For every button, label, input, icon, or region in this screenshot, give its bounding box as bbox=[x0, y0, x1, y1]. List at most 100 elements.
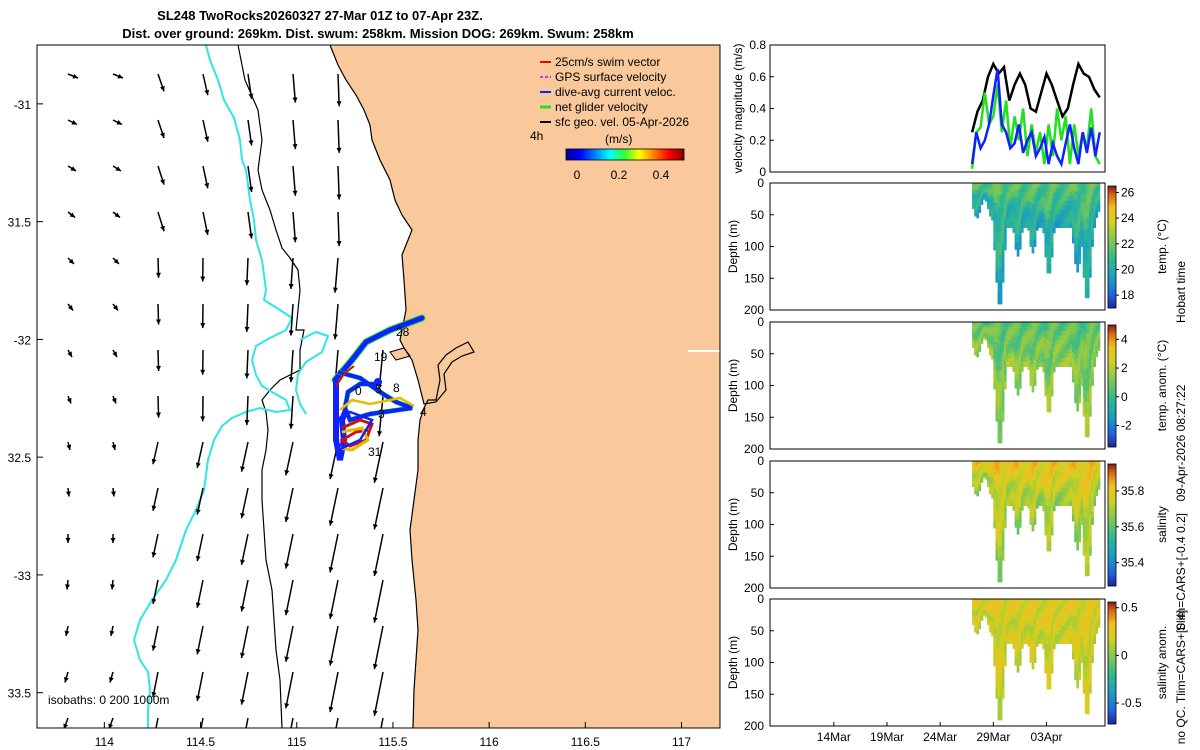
section-cell bbox=[1033, 618, 1037, 625]
section-cell bbox=[1018, 183, 1022, 191]
section-cell bbox=[993, 223, 996, 231]
section-cell bbox=[1050, 650, 1054, 659]
section-cell bbox=[976, 616, 979, 621]
section-cell bbox=[1048, 393, 1052, 404]
section-cell bbox=[972, 183, 975, 187]
section-cell bbox=[976, 193, 979, 198]
section-cell bbox=[989, 602, 992, 607]
section-cell bbox=[1078, 647, 1082, 656]
section-cell bbox=[1069, 634, 1073, 640]
section-cell bbox=[1065, 218, 1069, 224]
section-cell bbox=[1080, 379, 1084, 386]
section-cell bbox=[982, 194, 986, 197]
section-cell bbox=[1010, 330, 1013, 336]
section-cell bbox=[1059, 621, 1062, 627]
section-cell bbox=[1055, 322, 1058, 327]
section-cell bbox=[1006, 196, 1009, 202]
section-cell bbox=[982, 192, 986, 195]
section-cell bbox=[1029, 189, 1033, 197]
section-cell bbox=[1059, 465, 1062, 471]
section-cell bbox=[991, 347, 994, 353]
velocity-arrowhead bbox=[244, 326, 250, 332]
section-cell bbox=[1067, 465, 1071, 471]
section-cell bbox=[1063, 621, 1067, 627]
section-cell bbox=[1084, 286, 1088, 299]
section-cell bbox=[1052, 192, 1056, 199]
section-cell bbox=[993, 209, 996, 217]
section-cell bbox=[1025, 496, 1028, 502]
section-cell bbox=[1014, 374, 1018, 383]
section-cell bbox=[1040, 187, 1043, 193]
section-cell bbox=[1025, 196, 1028, 202]
section-cell bbox=[1014, 183, 1018, 191]
section-cell bbox=[1018, 632, 1022, 640]
section-cell bbox=[1052, 461, 1056, 467]
colorbar-tick-label: 0.5 bbox=[1121, 601, 1138, 615]
section-cell bbox=[1012, 480, 1016, 487]
section-cell bbox=[1038, 348, 1041, 354]
section-cell bbox=[1042, 341, 1045, 348]
section-cell bbox=[1074, 255, 1077, 265]
section-cell bbox=[1031, 245, 1035, 254]
section-cell bbox=[1093, 625, 1096, 631]
section-cell bbox=[1014, 348, 1018, 356]
section-cell bbox=[1095, 461, 1099, 465]
velocity-arrowhead bbox=[195, 555, 201, 562]
section-cell bbox=[1004, 355, 1007, 363]
section-cell bbox=[1012, 356, 1016, 362]
section-cell bbox=[1055, 223, 1058, 228]
section-cell bbox=[1046, 393, 1050, 404]
section-cell bbox=[1014, 487, 1018, 495]
section-cell bbox=[1044, 497, 1048, 506]
section-cell bbox=[1061, 205, 1065, 211]
section-cell bbox=[991, 329, 994, 334]
section-cell bbox=[980, 599, 984, 602]
section-cell bbox=[1012, 326, 1016, 333]
section-cell bbox=[993, 507, 996, 516]
section-cell bbox=[999, 461, 1003, 474]
section-cell bbox=[974, 467, 977, 472]
section-cell bbox=[1080, 208, 1084, 216]
section-cell bbox=[1008, 616, 1011, 622]
section-cell bbox=[1023, 625, 1026, 631]
section-cell bbox=[987, 468, 990, 472]
section-cell bbox=[1031, 626, 1035, 635]
section-cell bbox=[1082, 387, 1086, 398]
section-cell bbox=[1097, 621, 1101, 625]
section-cell bbox=[1025, 223, 1028, 228]
section-cell bbox=[1040, 326, 1043, 332]
section-cell bbox=[1082, 664, 1086, 675]
section-cell bbox=[1016, 241, 1020, 250]
section-cell bbox=[1027, 336, 1031, 342]
section-cell bbox=[1006, 209, 1009, 215]
series-line-dive-avg-current-veloc- bbox=[970, 68, 1101, 168]
section-cell bbox=[1076, 607, 1079, 618]
section-cell bbox=[1067, 344, 1071, 350]
section-cell bbox=[999, 279, 1003, 293]
section-cell bbox=[993, 461, 996, 469]
section-cell bbox=[1089, 201, 1092, 212]
section-cell bbox=[974, 206, 977, 210]
section-cell bbox=[1052, 633, 1056, 640]
section-cell bbox=[1008, 335, 1011, 341]
section-cell bbox=[995, 351, 999, 363]
section-cell bbox=[1069, 330, 1073, 336]
section-cell bbox=[1057, 607, 1060, 613]
section-cell bbox=[1046, 505, 1050, 516]
colorbar-tick-label: 18 bbox=[1121, 288, 1135, 302]
section-cell bbox=[1016, 322, 1020, 330]
section-cell bbox=[1059, 461, 1062, 466]
section-cell bbox=[1006, 205, 1009, 211]
section-cell bbox=[1010, 344, 1013, 350]
section-cell bbox=[1023, 357, 1026, 363]
section-cell bbox=[993, 599, 996, 607]
section-cell bbox=[1059, 625, 1062, 631]
section-cell bbox=[1018, 235, 1022, 244]
section-cell bbox=[1084, 425, 1088, 438]
section-cell bbox=[1014, 229, 1018, 237]
section-cell bbox=[1021, 623, 1024, 630]
section-cell bbox=[1048, 496, 1052, 507]
section-cell bbox=[1033, 518, 1037, 525]
surface-velocity-arrows bbox=[63, 73, 384, 728]
